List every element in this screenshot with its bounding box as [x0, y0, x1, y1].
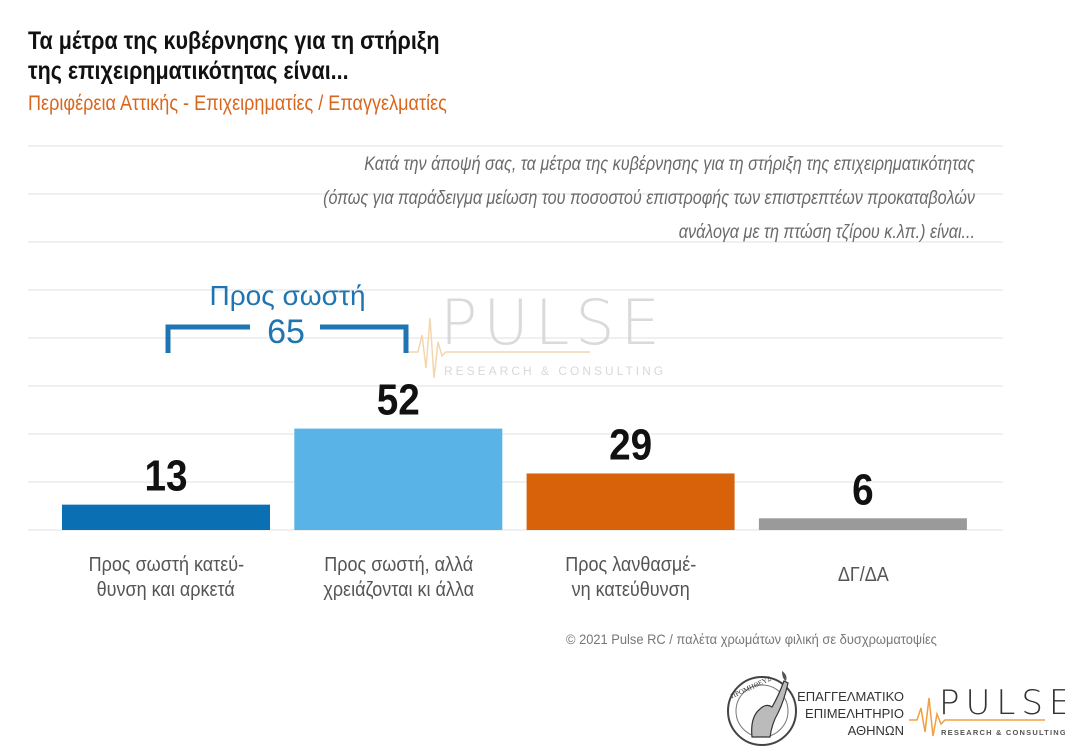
copyright-note: © 2021 Pulse RC / παλέτα χρωμάτων φιλική… — [566, 631, 937, 647]
question-text: Κατά την άποψή σας, τα μέτρα της κυβέρνη… — [75, 148, 975, 250]
torch-flame-icon — [782, 671, 787, 681]
bar-value-label: 29 — [609, 419, 652, 469]
chamber-name: ΕΠΑΓΓΕΛΜΑΤΙΚΟ ΕΠΙΜΕΛΗΤΗΡΙΟ ΑΘΗΝΩΝ — [780, 688, 904, 739]
watermark-pulse-text: PULSE — [440, 286, 666, 359]
prometheus-figure-icon — [751, 680, 789, 738]
category-label: Προς σωστή κατεύ-θυνση και αρκετά — [61, 553, 271, 603]
pulse-logo-subtitle: RESEARCH & CONSULTING — [941, 728, 1065, 737]
question-line-2: (όπως για παράδειγμα μείωση του ποσοστού… — [323, 188, 976, 209]
bar-value-label: 52 — [377, 374, 420, 424]
bracket-right — [320, 324, 409, 353]
question-line-3: ανάλογα με τη πτώση τζίρου κ.λπ.) είναι.… — [678, 222, 975, 243]
pulse-logo-text: PULSE — [939, 683, 1065, 723]
bracket-value: 65 — [267, 313, 305, 351]
watermark-pulse-wave-icon — [408, 317, 590, 379]
value-labels: 13 52 29 6 — [144, 374, 873, 514]
bracket-left — [165, 324, 250, 353]
title-line-1: Τα μέτρα της κυβέρνησης για τη στήριξη — [28, 27, 440, 55]
bar — [758, 518, 967, 530]
category-label-line: Προς σωστή κατεύ- — [88, 554, 244, 576]
bars — [62, 428, 967, 530]
chamber-emblem-logo: ΠΡΟΜΗΘΕΥΣ — [727, 671, 797, 746]
gridlines — [28, 145, 1003, 531]
watermark-subtitle: RESEARCH & CONSULTING — [444, 364, 666, 378]
bracket-label: Προς σωστή — [209, 280, 366, 311]
category-label: ΔΓ/ΔΑ — [758, 563, 968, 588]
pulse-logo: PULSE RESEARCH & CONSULTING — [909, 683, 1065, 737]
chamber-line-3: ΑΘΗΝΩΝ — [847, 723, 904, 738]
bar — [294, 428, 503, 530]
bar — [62, 504, 270, 530]
bar — [526, 473, 735, 530]
category-label-line: χρειάζονται κι άλλα — [322, 579, 474, 601]
category-label-line: Προς λανθασμέ- — [565, 554, 697, 576]
category-label-line: ΔΓ/ΔΑ — [837, 564, 889, 586]
bar-value-label: 13 — [144, 450, 187, 500]
category-label-line: Προς σωστή, αλλά — [323, 554, 473, 576]
category-label-line: νη κατεύθυνση — [571, 579, 690, 601]
pulse-wave-icon — [909, 697, 1045, 737]
chamber-line-2: ΕΠΙΜΕΛΗΤΗΡΙΟ — [805, 706, 904, 721]
emblem-ring — [727, 676, 797, 746]
chart-subtitle: Περιφέρεια Αττικής - Επιχειρηματίες / Επ… — [28, 92, 447, 115]
chamber-line-1: ΕΠΑΓΓΕΛΜΑΤΙΚΟ — [797, 689, 904, 704]
category-label: Προς λανθασμέ-νη κατεύθυνση — [526, 553, 736, 603]
question-line-1: Κατά την άποψή σας, τα μέτρα της κυβέρνη… — [364, 154, 975, 175]
bar-value-label: 6 — [852, 464, 874, 514]
category-label-line: θυνση και αρκετά — [96, 579, 236, 601]
title-line-2: της επιχειρηματικότητας είναι... — [28, 57, 349, 85]
pulse-watermark: PULSE RESEARCH & CONSULTING — [408, 286, 666, 379]
chart-title: Τα μέτρα της κυβέρνησης για τη στήριξη τ… — [28, 26, 440, 86]
bracket-annotation — [165, 324, 409, 353]
category-label: Προς σωστή, αλλά χρειάζονται κι άλλα — [293, 553, 503, 603]
